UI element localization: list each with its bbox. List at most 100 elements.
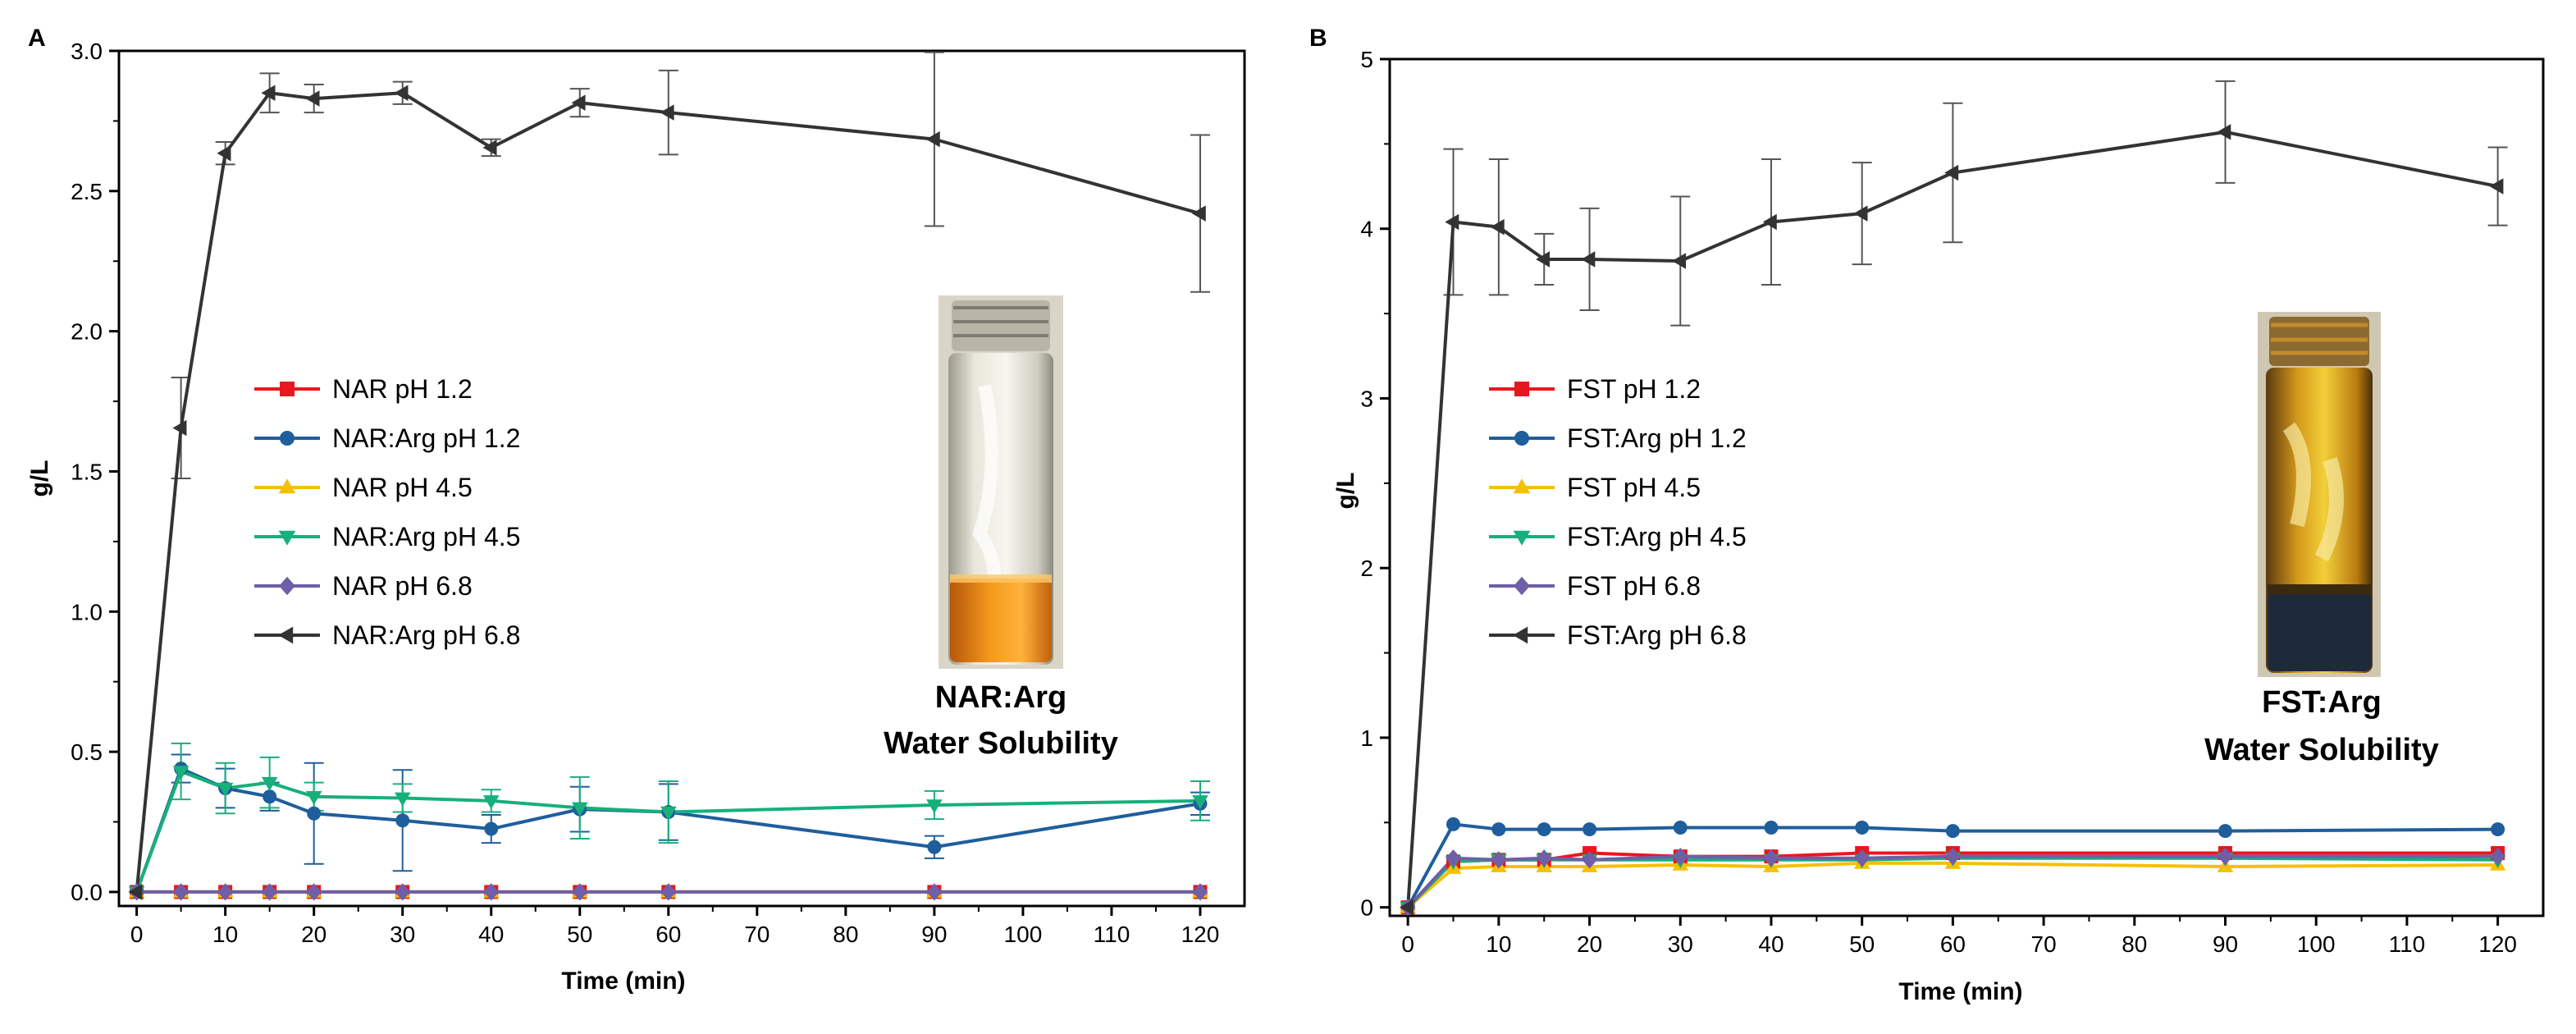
data-point-nar-ph-6-8 (483, 883, 500, 901)
x-tick-label-a: 10 (212, 922, 238, 947)
legend-marker-nar-ph-1-2 (280, 382, 295, 396)
x-tick-label-b: 50 (1849, 931, 1875, 957)
legend-marker-fst-arg-ph-4-5 (1513, 530, 1531, 546)
x-tick-label-a: 90 (921, 922, 947, 947)
y-tick-label-a: 3.0 (71, 39, 103, 64)
data-point-nar-arg-ph-1-2 (307, 806, 322, 821)
legend-label-nar-ph-1-2: NAR pH 1.2 (332, 374, 473, 404)
y-axis-label-a: g/L (26, 460, 53, 497)
data-point-fst-ph-6-8 (1446, 849, 1461, 867)
x-tick-label-b: 110 (2389, 931, 2426, 957)
data-point-fst-arg-ph-1-2 (1673, 820, 1688, 835)
plot-frame-a (117, 49, 1246, 908)
legend-marker-nar-arg-ph-1-2 (280, 431, 295, 446)
data-point-fst-arg-ph-6-8 (1944, 164, 1959, 181)
legend-label-nar-arg-ph-6-8: NAR:Arg pH 6.8 (332, 620, 520, 650)
x-tick-label-a: 40 (478, 922, 504, 947)
vial-caption-b-line1: FST:Arg (2262, 685, 2382, 720)
data-point-fst-arg-ph-6-8 (2217, 124, 2231, 140)
data-point-nar-arg-ph-6-8 (925, 130, 940, 148)
data-point-fst-arg-ph-6-8 (1445, 213, 1459, 231)
legend-marker-nar-ph-4-5 (278, 478, 296, 494)
data-point-nar-ph-6-8 (217, 883, 233, 901)
data-point-fst-arg-ph-6-8 (1672, 253, 1687, 269)
y-tick-label-b: 4 (1360, 217, 1373, 242)
legend-marker-nar-arg-ph-6-8 (278, 626, 294, 644)
legend-marker-nar-ph-6-8 (279, 576, 295, 596)
data-point-fst-arg-ph-1-2 (1945, 824, 1960, 839)
plot-frame-b (1388, 57, 2545, 917)
data-point-nar-arg-ph-6-8 (217, 144, 231, 162)
legend-label-nar-arg-ph-4-5: NAR:Arg pH 4.5 (332, 522, 520, 551)
vial-caption-a-line1: NAR:Arg (935, 680, 1066, 715)
data-point-fst-arg-ph-6-8 (1399, 899, 1414, 916)
data-point-fst-arg-ph-1-2 (1583, 822, 1597, 837)
data-point-fst-ph-6-8 (1582, 851, 1597, 869)
x-tick-label-a: 30 (390, 922, 415, 947)
x-tick-label-b: 90 (2213, 931, 2238, 957)
legend-label-nar-arg-ph-1-2: NAR:Arg pH 1.2 (332, 423, 520, 453)
x-tick-label-a: 60 (655, 922, 681, 947)
data-point-nar-arg-ph-4-5 (217, 782, 234, 797)
x-tick-label-b: 0 (1401, 931, 1414, 957)
legend-b: FST pH 1.2 FST:Arg pH 1.2 FST pH 4.5 FST:Ar… (1489, 374, 1747, 650)
x-tick-label-b: 20 (1577, 931, 1602, 957)
data-point-nar-ph-6-8 (1192, 883, 1208, 901)
data-point-fst-ph-6-8 (1763, 849, 1779, 867)
data-point-nar-arg-ph-1-2 (927, 840, 942, 854)
data-point-nar-arg-ph-6-8 (261, 85, 276, 102)
data-point-fst-ph-6-8 (1536, 849, 1552, 867)
panel-label-a: A (28, 25, 46, 52)
y-axis-label-b: g/L (1332, 473, 1359, 510)
legend-label-nar-ph-4-5: NAR pH 4.5 (332, 473, 473, 502)
data-point-fst-arg-ph-6-8 (2489, 178, 2504, 194)
data-point-nar-arg-ph-6-8 (482, 140, 497, 156)
data-point-fst-arg-ph-6-8 (1581, 251, 1596, 268)
x-tick-label-b: 40 (1758, 931, 1784, 957)
y-tick-label-a: 1.0 (71, 599, 103, 625)
legend-marker-fst-ph-6-8 (1514, 576, 1530, 596)
data-point-fst-arg-ph-6-8 (1762, 213, 1777, 231)
data-point-nar-ph-6-8 (306, 883, 322, 901)
data-point-fst-ph-6-8 (2490, 848, 2505, 866)
y-tick-label-a: 0.0 (71, 880, 103, 905)
series-markers-a (128, 85, 1208, 901)
data-point-nar-arg-ph-4-5 (172, 766, 190, 780)
data-point-nar-arg-ph-4-5 (482, 795, 500, 810)
x-tick-label-b: 70 (2031, 931, 2057, 957)
y-tick-label-b: 2 (1360, 556, 1373, 581)
x-tick-label-b: 80 (2122, 931, 2147, 957)
data-point-nar-ph-6-8 (262, 883, 278, 901)
legend-label-fst-ph-1-2: FST pH 1.2 (1567, 374, 1701, 404)
legend-marker-fst-ph-1-2 (1514, 382, 1529, 396)
axes-b: 0 10 20 30 40 50 60 70 80 90 100 110 120 0 1 2 3 4 5 (1360, 47, 2517, 957)
data-point-fst-arg-ph-6-8 (1536, 251, 1551, 268)
axes-a: 0 10 20 30 40 50 60 70 80 90 100 110 120 0.0 0.5 1.0 1.5… (71, 39, 1219, 947)
data-point-fst-arg-ph-1-2 (1537, 822, 1551, 837)
data-point-fst-arg-ph-1-2 (1855, 820, 1870, 835)
y-tick-label-b: 0 (1360, 895, 1373, 921)
data-point-nar-arg-ph-1-2 (395, 813, 410, 828)
data-point-nar-ph-6-8 (173, 883, 189, 901)
series-markers-b (1399, 124, 2506, 917)
error-bars-b (1443, 80, 2508, 327)
panel-label-b: B (1309, 25, 1327, 52)
y-tick-label-a: 2.5 (71, 179, 103, 204)
data-point-fst-ph-6-8 (2217, 848, 2233, 866)
x-tick-label-a: 50 (567, 922, 592, 947)
vial-caption-b-line2: Water Solubility (2204, 733, 2439, 767)
data-point-nar-arg-ph-1-2 (263, 789, 277, 804)
legend-label-fst-arg-ph-4-5: FST:Arg pH 4.5 (1567, 522, 1747, 551)
data-point-nar-ph-6-8 (572, 883, 588, 901)
y-tick-label-a: 1.5 (71, 459, 103, 484)
legend-label-fst-ph-6-8: FST pH 6.8 (1567, 571, 1701, 601)
series-line-fst-ph-4-5 (1406, 861, 2498, 909)
data-point-nar-ph-6-8 (926, 883, 943, 901)
vial-photo-b (2258, 312, 2381, 677)
x-tick-label-a: 100 (1004, 922, 1043, 947)
data-point-nar-arg-ph-4-5 (926, 799, 943, 814)
data-point-fst-ph-6-8 (1854, 849, 1870, 867)
y-tick-label-b: 3 (1360, 386, 1373, 411)
